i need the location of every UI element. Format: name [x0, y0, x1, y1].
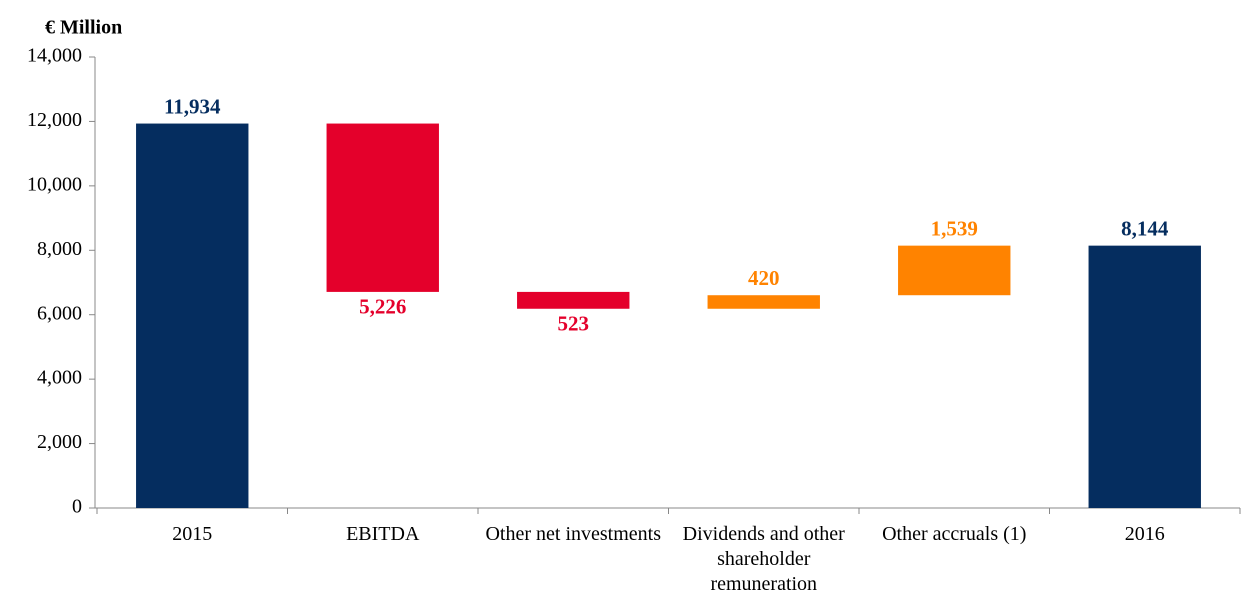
y-tick-label: 6,000: [37, 302, 82, 324]
y-tick-label: 8,000: [37, 238, 82, 260]
bar: [1088, 245, 1201, 508]
value-label: 420: [748, 266, 780, 290]
x-tick-label: Other accruals (1): [882, 523, 1027, 545]
y-tick-label: 4,000: [37, 367, 82, 389]
y-axis-title: € Million: [45, 17, 122, 39]
x-tick-label: 2016: [1124, 523, 1165, 545]
value-label: 11,934: [164, 94, 221, 118]
value-label: 5,226: [359, 295, 406, 319]
y-tick-label: 10,000: [27, 173, 82, 195]
y-tick-label: 12,000: [27, 109, 82, 131]
x-tick-label: 2015: [172, 523, 213, 545]
x-tick-label: Other net investments: [485, 523, 662, 545]
value-label: 8,144: [1121, 216, 1169, 240]
y-tick-label: 0: [72, 496, 82, 518]
x-tick-label: Dividends and other shareholder remunera…: [682, 523, 845, 595]
bar: [898, 245, 1011, 296]
bar: [326, 123, 439, 292]
value-label: 1,539: [931, 216, 978, 240]
bar: [707, 295, 820, 309]
value-label: 523: [558, 312, 590, 336]
y-tick-label: 2,000: [37, 431, 82, 453]
bar: [136, 123, 249, 508]
bar: [517, 291, 630, 309]
x-tick-label: EBITDA: [346, 523, 420, 545]
y-tick-label: 14,000: [27, 45, 82, 67]
